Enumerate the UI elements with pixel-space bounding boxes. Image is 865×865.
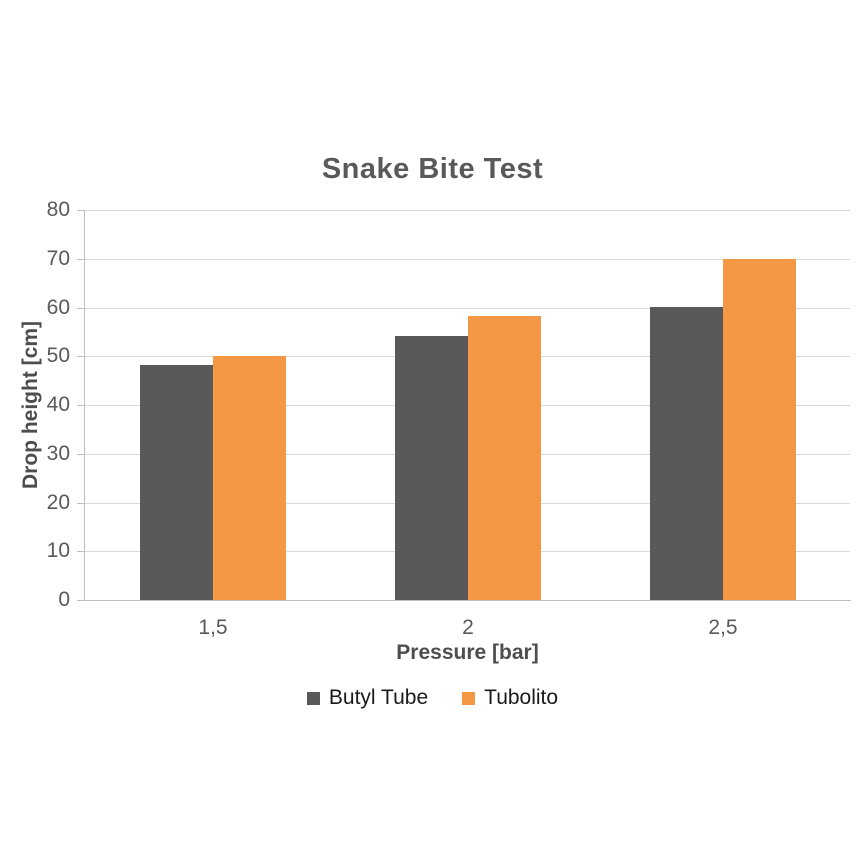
legend-label: Tubolito [484,686,559,709]
x-tick-label-2: 2 [462,616,474,639]
y-tick-label-20: 20 [46,491,70,514]
legend-swatch-icon [462,691,476,705]
plot-area [85,210,850,600]
x-axis-title: Pressure [bar] [396,641,539,664]
gridline-y-70 [85,259,850,260]
y-tick-label-50: 50 [46,344,70,367]
x-tick-label-1-5: 1,5 [198,616,228,639]
y-tick-mark-70 [77,259,84,260]
gridline-y-60 [85,308,850,309]
x-tick-label-2-5: 2,5 [708,616,738,639]
y-tick-label-80: 80 [46,198,70,221]
y-tick-mark-80 [77,210,84,211]
y-axis-line [84,210,85,601]
legend-item-butyl-tube: Butyl Tube [306,686,429,710]
y-tick-mark-10 [77,551,84,552]
legend-item-tubolito: Tubolito [462,686,558,710]
y-tick-label-30: 30 [46,442,70,465]
chart-title: Snake Bite Test [321,153,544,185]
y-tick-mark-40 [77,405,84,406]
gridline-y-80 [85,210,850,211]
y-tick-mark-60 [77,308,84,309]
x-axis-line [84,600,851,601]
bar-butyl-tube-2 [395,336,468,600]
y-tick-label-10: 10 [46,539,70,562]
bar-butyl-tube-1-5 [140,365,213,600]
bar-tubolito-1-5 [213,356,286,600]
legend-swatch-icon [306,691,320,705]
y-tick-label-0: 0 [58,588,70,611]
legend-label: Butyl Tube [328,686,429,709]
legend: Butyl Tube Tubolito [0,686,865,710]
y-tick-label-60: 60 [46,296,70,319]
y-tick-mark-30 [77,454,84,455]
y-tick-mark-20 [77,503,84,504]
bar-tubolito-2 [468,316,541,600]
y-tick-mark-50 [77,356,84,357]
bar-tubolito-2-5 [723,259,796,600]
y-tick-label-40: 40 [46,393,70,416]
bar-butyl-tube-2-5 [650,307,723,600]
y-tick-label-70: 70 [46,247,70,270]
y-tick-mark-0 [77,600,84,601]
